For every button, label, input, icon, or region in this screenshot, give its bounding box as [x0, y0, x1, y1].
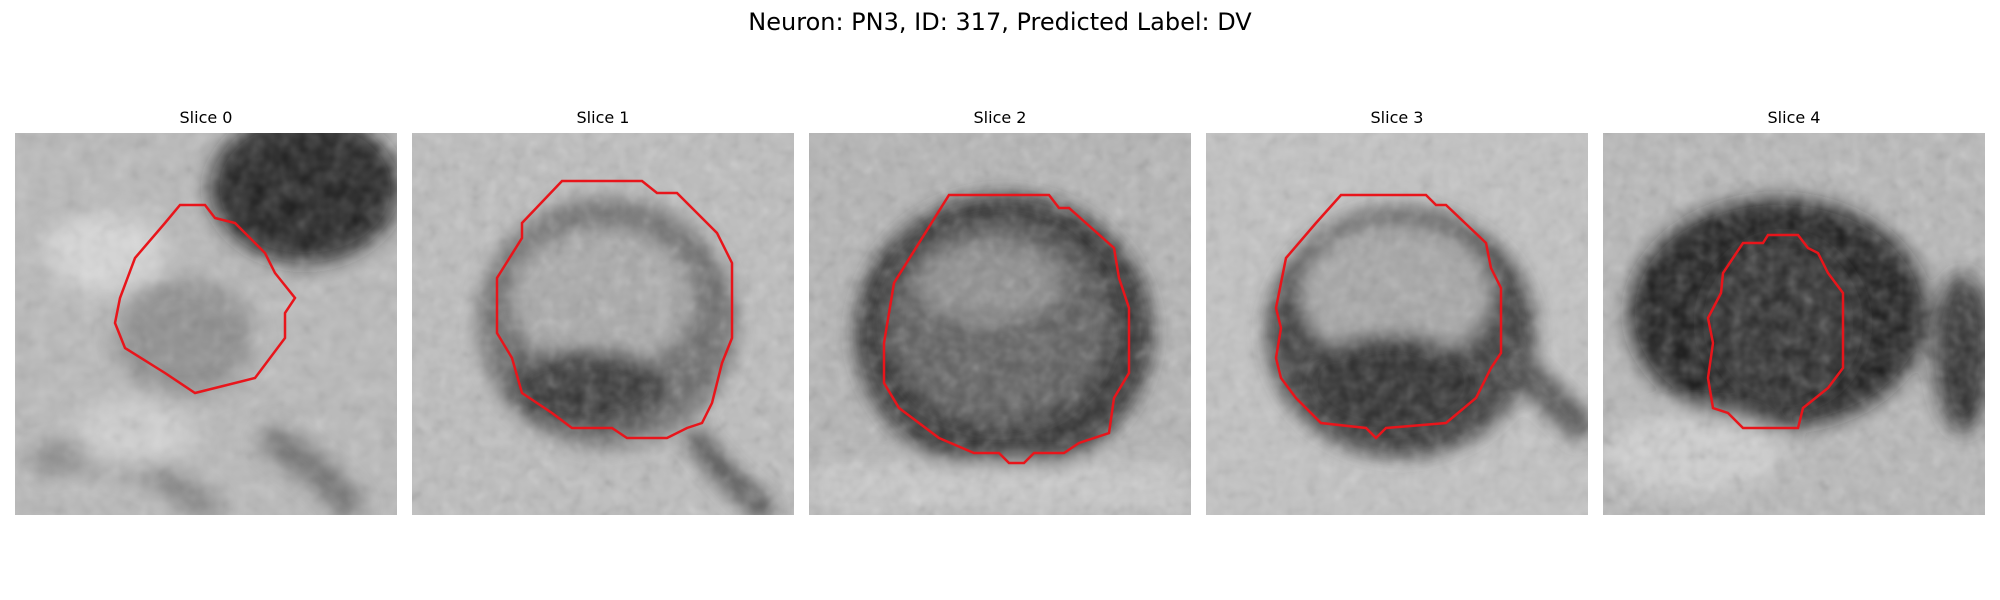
slice-panel-2: Slice 2	[809, 108, 1191, 515]
slice-panel-0: Slice 0	[15, 108, 397, 515]
slice-title: Slice 2	[973, 108, 1027, 127]
slice-image-1	[412, 133, 794, 515]
contour-outline	[1706, 233, 1845, 430]
slice-image-2	[809, 133, 1191, 515]
slice-panel-3: Slice 3	[1206, 108, 1588, 515]
figure-title: Neuron: PN3, ID: 317, Predicted Label: D…	[748, 8, 1252, 36]
contour-outline	[1274, 193, 1503, 440]
slice-title: Slice 3	[1370, 108, 1424, 127]
contour-outline	[882, 193, 1131, 465]
slice-image-3	[1206, 133, 1588, 515]
slice-image-0	[15, 133, 397, 515]
slice-panel-1: Slice 1	[412, 108, 794, 515]
slice-title: Slice 1	[576, 108, 630, 127]
slice-title: Slice 4	[1767, 108, 1821, 127]
slice-image-4	[1603, 133, 1985, 515]
contour-outline	[495, 179, 734, 440]
contour-outline	[113, 203, 297, 395]
slice-title: Slice 0	[179, 108, 233, 127]
slice-panel-4: Slice 4	[1603, 108, 1985, 515]
